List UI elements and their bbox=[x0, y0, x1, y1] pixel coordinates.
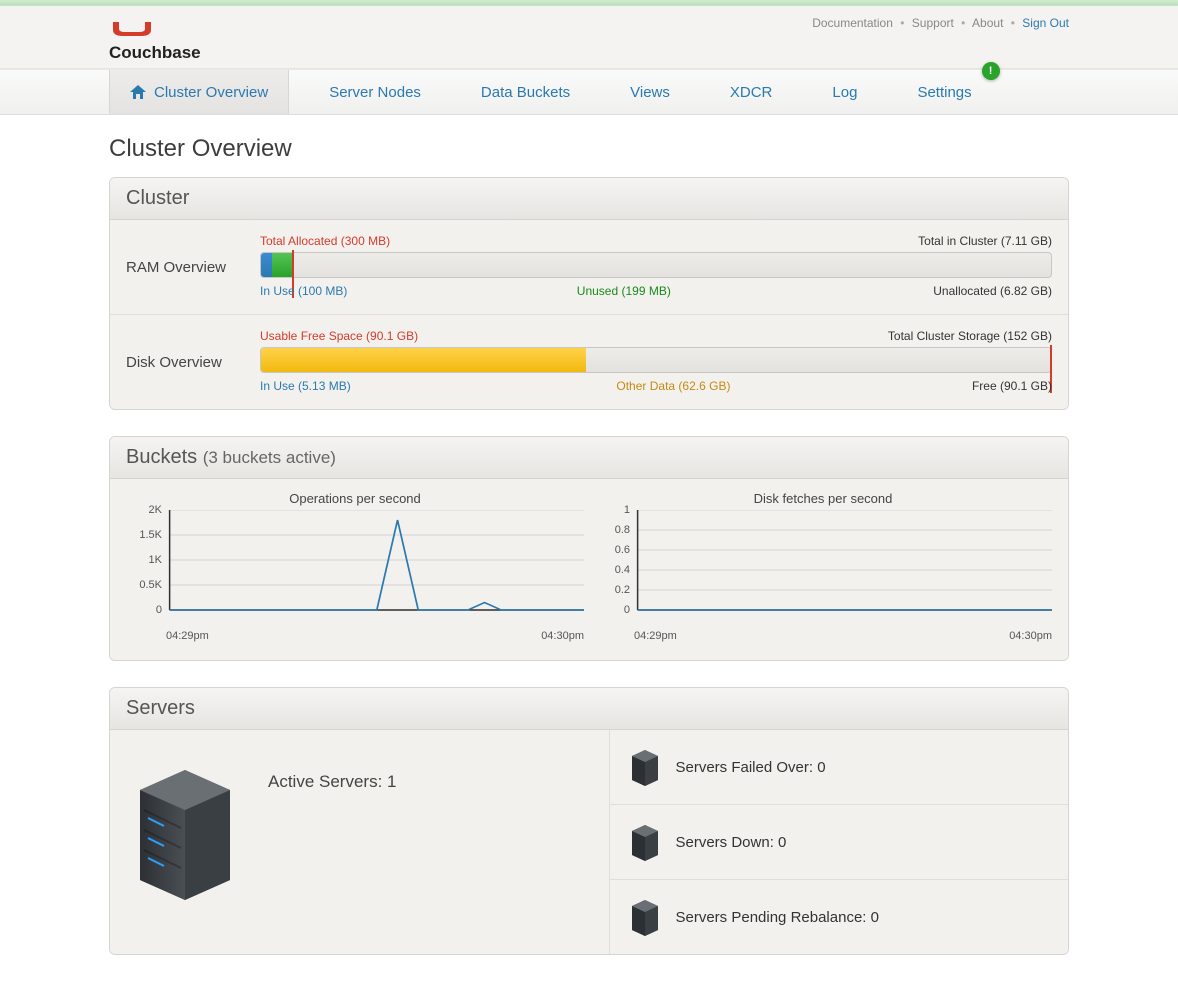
alert-badge-icon: ! bbox=[982, 62, 1000, 80]
server-status-row: Servers Pending Rebalance: 0 bbox=[610, 880, 1069, 954]
home-icon bbox=[130, 85, 146, 99]
meter-segment bbox=[261, 253, 272, 277]
nav-tab-cluster-overview[interactable]: Cluster Overview bbox=[109, 70, 289, 114]
active-servers-label: Active Servers: 1 bbox=[268, 772, 397, 792]
support-link[interactable]: Support bbox=[912, 16, 954, 30]
server-large-icon bbox=[130, 760, 240, 903]
chart-ytick: 1K bbox=[149, 554, 162, 566]
server-status-row: Servers Down: 0 bbox=[610, 805, 1069, 880]
diskfetch-chart: Disk fetches per second 1 0.8 0.6 0.4 0.2 0 0… bbox=[594, 491, 1052, 642]
nav-tab-settings[interactable]: Settings! bbox=[897, 70, 991, 114]
nav-tab-server-nodes[interactable]: Server Nodes bbox=[309, 70, 441, 114]
diskfetch-chart-title: Disk fetches per second bbox=[594, 491, 1052, 506]
ram-total-allocated: Total Allocated (300 MB) bbox=[260, 234, 390, 248]
diskfetch-xstart: 04:29pm bbox=[634, 630, 677, 642]
buckets-panel-header: Buckets (3 buckets active) bbox=[110, 437, 1068, 479]
main-nav: Cluster Overview Server Nodes Data Buckets… bbox=[0, 69, 1178, 115]
server-status-label: Servers Down: 0 bbox=[676, 834, 787, 851]
disk-other-data: Other Data (62.6 GB) bbox=[616, 379, 730, 393]
page-title: Cluster Overview bbox=[109, 135, 1069, 163]
nav-tab-views[interactable]: Views bbox=[610, 70, 690, 114]
servers-panel: Servers bbox=[109, 687, 1069, 955]
cluster-panel: Cluster RAM Overview Total Allocated (30… bbox=[109, 177, 1069, 410]
disk-overview-label: Disk Overview bbox=[120, 329, 260, 395]
about-link[interactable]: About bbox=[972, 16, 1003, 30]
meter-segment bbox=[272, 253, 293, 277]
disk-meter bbox=[260, 347, 1052, 373]
brand-logo: Couchbase bbox=[109, 20, 201, 63]
ram-total-cluster: Total in Cluster (7.11 GB) bbox=[918, 234, 1052, 248]
cluster-panel-header: Cluster bbox=[110, 178, 1068, 220]
ram-meter bbox=[260, 252, 1052, 278]
buckets-panel: Buckets (3 buckets active) Operations pe… bbox=[109, 436, 1069, 661]
servers-panel-header: Servers bbox=[110, 688, 1068, 730]
disk-free: Free (90.1 GB) bbox=[972, 379, 1052, 393]
ops-chart-title: Operations per second bbox=[126, 491, 584, 506]
ram-in-use: In Use (100 MB) bbox=[260, 284, 347, 298]
ops-xend: 04:30pm bbox=[541, 630, 584, 642]
diskfetch-xend: 04:30pm bbox=[1009, 630, 1052, 642]
ram-unallocated: Unallocated (6.82 GB) bbox=[933, 284, 1052, 298]
nav-tab-label: Settings bbox=[917, 84, 971, 101]
chart-ytick: 0.6 bbox=[615, 544, 630, 556]
chart-ytick: 1.5K bbox=[139, 529, 162, 541]
buckets-header-text: Buckets bbox=[126, 446, 197, 468]
ops-xstart: 04:29pm bbox=[166, 630, 209, 642]
ram-overview-label: RAM Overview bbox=[120, 234, 260, 300]
disk-overview-row: Disk Overview Usable Free Space (90.1 GB… bbox=[110, 315, 1068, 409]
chart-ytick: 0.2 bbox=[615, 584, 630, 596]
disk-usable-free: Usable Free Space (90.1 GB) bbox=[260, 329, 418, 343]
ram-unused: Unused (199 MB) bbox=[577, 284, 671, 298]
nav-tab-label: Data Buckets bbox=[481, 84, 570, 101]
chart-ytick: 0.4 bbox=[615, 564, 630, 576]
nav-tab-label: Views bbox=[630, 84, 670, 101]
server-status-label: Servers Failed Over: 0 bbox=[676, 759, 826, 776]
chart-ytick: 0 bbox=[624, 604, 630, 616]
nav-tab-label: Cluster Overview bbox=[154, 84, 268, 101]
nav-tab-xdcr[interactable]: XDCR bbox=[710, 70, 793, 114]
chart-ytick: 1 bbox=[624, 504, 630, 516]
documentation-link[interactable]: Documentation bbox=[812, 16, 893, 30]
couchbase-icon bbox=[109, 20, 155, 38]
disk-total-storage: Total Cluster Storage (152 GB) bbox=[888, 329, 1052, 343]
meter-segment bbox=[261, 348, 586, 372]
chart-ytick: 2K bbox=[149, 504, 162, 516]
ops-chart: Operations per second 2K 1.5K 1K 0.5K 0 04:2… bbox=[126, 491, 584, 642]
nav-tab-log[interactable]: Log bbox=[812, 70, 877, 114]
nav-tab-data-buckets[interactable]: Data Buckets bbox=[461, 70, 590, 114]
chart-ytick: 0.8 bbox=[615, 524, 630, 536]
brand-name: Couchbase bbox=[109, 43, 201, 63]
nav-tab-label: XDCR bbox=[730, 84, 773, 101]
ram-overview-row: RAM Overview Total Allocated (300 MB) To… bbox=[110, 220, 1068, 315]
server-status-label: Servers Pending Rebalance: 0 bbox=[676, 909, 879, 926]
server-small-icon bbox=[630, 823, 660, 861]
server-small-icon bbox=[630, 898, 660, 936]
nav-tab-label: Server Nodes bbox=[329, 84, 421, 101]
buckets-subtitle: (3 buckets active) bbox=[203, 448, 336, 467]
header-bar: Couchbase Documentation • Support • Abou… bbox=[0, 6, 1178, 69]
nav-tab-label: Log bbox=[832, 84, 857, 101]
chart-ytick: 0 bbox=[156, 604, 162, 616]
server-small-icon bbox=[630, 748, 660, 786]
chart-ytick: 0.5K bbox=[139, 579, 162, 591]
signout-link[interactable]: Sign Out bbox=[1022, 16, 1069, 30]
top-links: Documentation • Support • About • Sign O… bbox=[812, 16, 1069, 30]
disk-in-use: In Use (5.13 MB) bbox=[260, 379, 351, 393]
server-status-row: Servers Failed Over: 0 bbox=[610, 730, 1069, 805]
